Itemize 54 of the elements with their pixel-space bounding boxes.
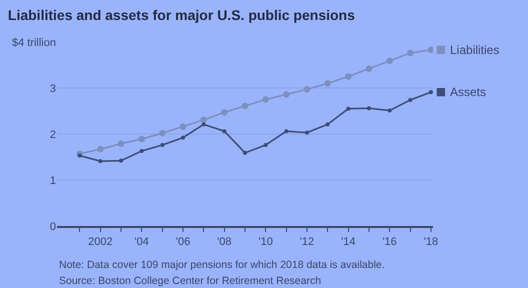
point — [181, 136, 186, 140]
x-tick-label: '10 — [258, 236, 273, 248]
point — [326, 122, 330, 126]
x-tick-label: '16 — [382, 236, 397, 248]
point — [388, 108, 392, 113]
y-tick-label: 1 — [50, 174, 56, 187]
x-tick-label: '14 — [341, 236, 356, 248]
point — [78, 154, 82, 158]
x-tick-label: '08 — [217, 236, 232, 248]
x-tick-label: '12 — [300, 236, 314, 248]
point — [119, 158, 124, 163]
point — [346, 106, 350, 111]
point — [366, 65, 372, 72]
y-tick-label: $4 trillion — [12, 36, 56, 49]
point — [262, 96, 269, 103]
x-tick-label: '04 — [134, 236, 149, 248]
point — [243, 150, 247, 155]
point — [222, 129, 226, 134]
y-tick-label: 3 — [50, 82, 56, 95]
point — [345, 73, 352, 80]
x-tick-label: '06 — [176, 236, 190, 248]
chart-title: Liabilities and assets for major U.S. public pensions — [8, 6, 356, 23]
point — [159, 130, 166, 136]
point — [242, 102, 248, 110]
point — [366, 106, 371, 110]
point — [407, 50, 414, 56]
point — [264, 143, 268, 148]
legend-label: Assets — [450, 85, 486, 99]
y-tick-label: 0 — [50, 220, 56, 233]
point — [304, 130, 309, 135]
point — [97, 146, 104, 152]
point — [202, 122, 206, 126]
point — [283, 91, 290, 98]
point — [221, 109, 228, 116]
source-note: Source: Boston College Center for Retirement Research — [59, 275, 322, 287]
point — [98, 159, 102, 164]
x-tick-label: 2002 — [88, 236, 113, 248]
point — [140, 149, 144, 154]
text: Note: Data cover 109 major pensions for which 2018 data is available. — [59, 259, 385, 271]
point — [160, 143, 164, 148]
point — [284, 129, 288, 134]
point — [200, 116, 207, 123]
point — [118, 140, 124, 147]
point — [386, 58, 393, 64]
point — [138, 136, 145, 142]
point — [304, 86, 310, 93]
point — [324, 80, 331, 87]
point — [428, 46, 433, 54]
point — [408, 98, 412, 102]
x-tick-label: '18 — [424, 236, 438, 248]
point — [180, 123, 186, 130]
y-tick-label: 2 — [50, 128, 56, 141]
legend-label: Liabilities — [450, 43, 500, 57]
point — [428, 90, 433, 94]
